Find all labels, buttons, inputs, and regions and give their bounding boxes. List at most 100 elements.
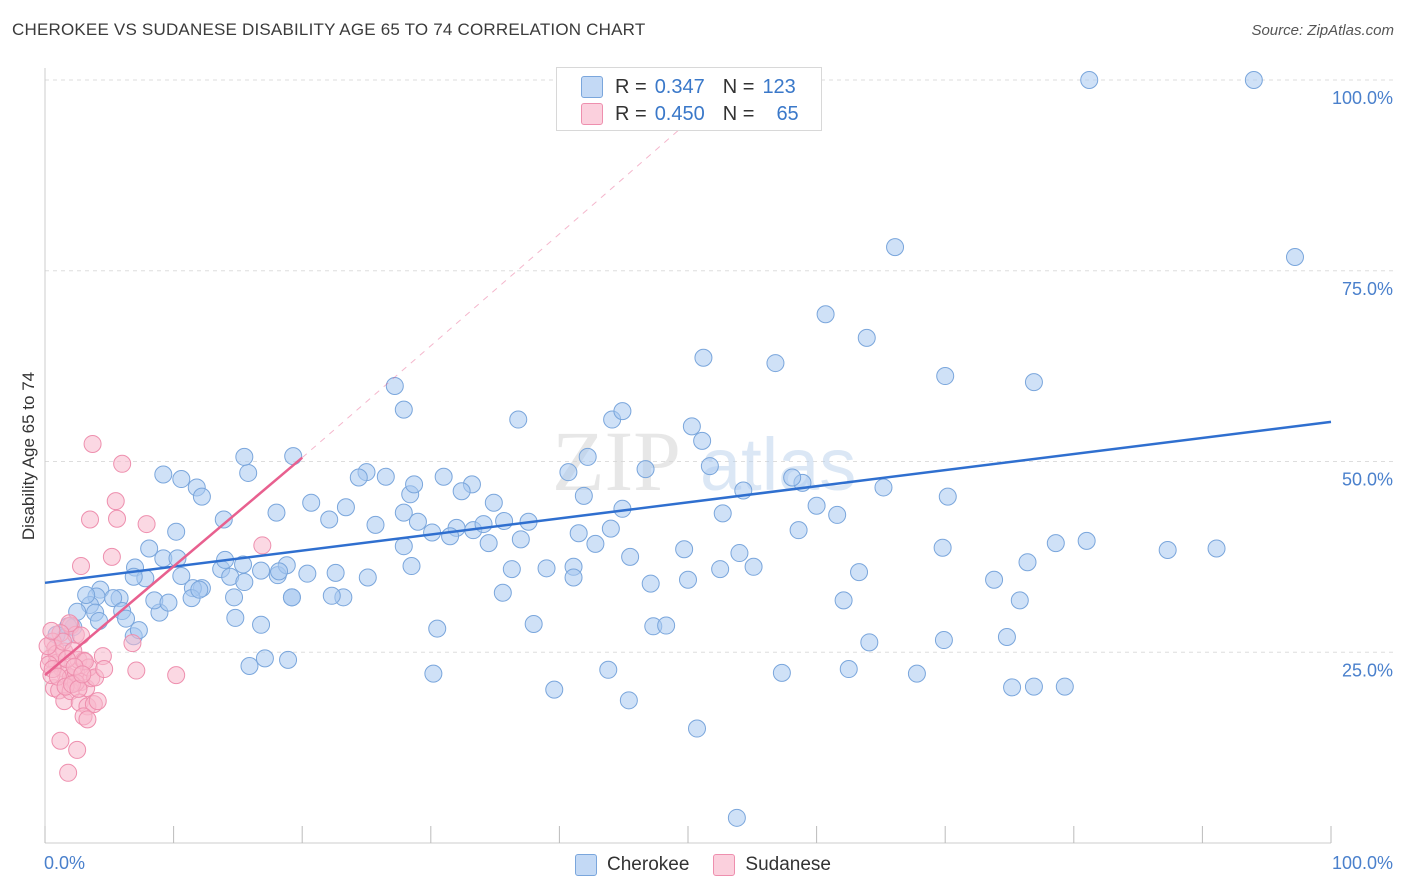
cherokee-point	[985, 570, 1004, 589]
cherokee-point	[578, 447, 597, 466]
sudanese-point	[72, 626, 91, 645]
sudanese-point	[81, 510, 100, 529]
cherokee-point	[159, 593, 178, 612]
tick-labels: 25.0% 50.0% 75.0% 100.0% 0.0% 100.0%	[44, 88, 1393, 873]
cherokee-point	[641, 574, 660, 593]
cherokee-point	[240, 656, 259, 675]
cherokee-swatch	[581, 76, 603, 98]
cherokee-point	[298, 564, 317, 583]
cherokee-point	[104, 589, 123, 608]
cherokee-point	[190, 580, 209, 599]
cherokee-point	[235, 573, 254, 592]
cherokee-point	[1003, 678, 1022, 697]
cherokee-point	[601, 519, 620, 538]
sudanese-point	[102, 547, 121, 566]
cherokee-point	[167, 522, 186, 541]
cherokee-point	[1010, 591, 1029, 610]
cherokee-point	[394, 400, 413, 419]
cherokee-point	[682, 417, 701, 436]
cherokee-point	[326, 563, 345, 582]
legend-item-cherokee: Cherokee	[575, 854, 689, 876]
cherokee-point	[214, 510, 233, 529]
cherokee-point	[834, 591, 853, 610]
source-label: Source: ZipAtlas.com	[1251, 22, 1394, 39]
watermark-zip: ZIP	[552, 413, 681, 509]
sudanese-point	[42, 621, 61, 640]
sudanese-swatch	[713, 854, 736, 876]
cherokee-point	[936, 367, 955, 386]
cherokee-point	[282, 588, 301, 607]
cherokee-point	[192, 487, 211, 506]
cherokee-point	[1285, 248, 1304, 267]
sudanese-point	[123, 634, 142, 653]
cherokee-point	[255, 649, 274, 668]
n-value: 65	[776, 102, 799, 125]
trend-lines	[44, 90, 1332, 677]
cherokee-point	[783, 468, 802, 487]
cherokee-swatch	[575, 854, 598, 876]
x-tick-label: 0.0%	[44, 853, 85, 873]
cherokee-point	[693, 431, 712, 450]
cherokee-point	[252, 615, 271, 634]
cherokee-point	[239, 463, 258, 482]
cherokee-point	[424, 664, 443, 683]
sudanese-trend-line	[44, 456, 304, 677]
cherokee-point	[574, 486, 593, 505]
sudanese-point	[38, 637, 57, 656]
cherokee-point	[997, 627, 1016, 646]
cherokee-point	[279, 650, 298, 669]
cherokee-point	[322, 586, 341, 605]
cherokee-point	[1024, 677, 1043, 696]
y-axis-label: Disability Age 65 to 74	[19, 372, 38, 540]
cherokee-point	[302, 493, 321, 512]
sudanese-point	[106, 492, 125, 511]
cherokee-point	[713, 504, 732, 523]
sudanese-point	[167, 666, 186, 685]
cherokee-point	[1158, 541, 1177, 560]
cherokee-point	[474, 515, 493, 534]
cherokee-point	[511, 530, 530, 549]
sudanese-point	[137, 515, 156, 534]
cherokee-point	[694, 348, 713, 367]
cherokee-point	[154, 465, 173, 484]
cherokee-point	[711, 560, 730, 579]
cherokee-point	[744, 557, 763, 576]
cherokee-point	[564, 568, 583, 587]
sudanese-point	[88, 692, 107, 711]
cherokee-trend-line	[44, 420, 1332, 585]
cherokee-point	[394, 503, 413, 522]
sudanese-point	[78, 710, 97, 729]
axes	[44, 68, 1332, 844]
data-points	[38, 71, 1304, 827]
cherokee-point	[484, 493, 503, 512]
cherokee-point	[1080, 71, 1099, 89]
cherokee-point	[1077, 531, 1096, 550]
y-tick-label: 75.0%	[1342, 279, 1393, 299]
cherokee-point	[1046, 534, 1065, 553]
cherokee-point	[358, 568, 377, 587]
legend-row-cherokee: R = 0.347 N = 123	[557, 73, 796, 101]
cherokee-point	[850, 563, 869, 582]
cherokee-point	[524, 615, 543, 634]
cherokee-point	[1244, 71, 1263, 89]
cherokee-point	[479, 534, 498, 553]
cherokee-point	[934, 631, 953, 650]
cherokee-point	[172, 470, 191, 489]
x-tick-label: 100.0%	[1332, 853, 1393, 873]
r-label: R =	[615, 75, 647, 98]
cherokee-point	[559, 463, 578, 482]
y-tick-label: 50.0%	[1342, 470, 1393, 490]
cherokee-point	[140, 539, 159, 558]
cherokee-point	[789, 521, 808, 540]
sudanese-swatch	[581, 103, 603, 125]
sudanese-point	[113, 454, 132, 473]
cherokee-point	[807, 496, 826, 515]
cherokee-point	[90, 611, 109, 630]
sudanese-point	[68, 740, 87, 759]
sudanese-point	[127, 661, 146, 680]
correlation-legend: R = 0.347 N = 123 R = 0.450 N = 65	[556, 67, 822, 131]
r-label: R =	[615, 102, 647, 125]
r-value: 0.347	[654, 75, 705, 98]
cherokee-point	[886, 238, 905, 257]
